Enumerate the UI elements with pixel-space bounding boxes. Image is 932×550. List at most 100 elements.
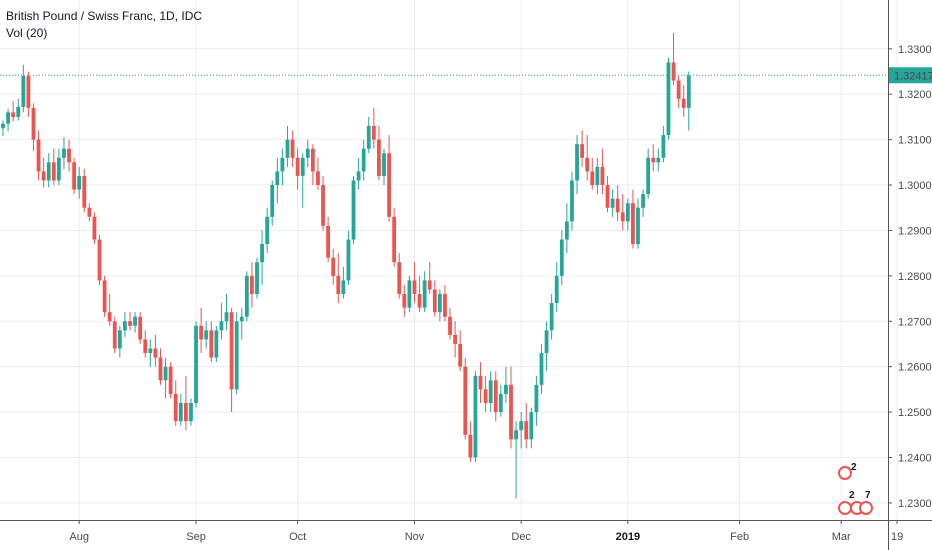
candle bbox=[280, 148, 285, 186]
candle bbox=[432, 280, 437, 317]
candle-body bbox=[392, 216, 397, 263]
event-badge-count: 2 bbox=[851, 462, 857, 473]
candle-body bbox=[432, 289, 437, 313]
candle bbox=[153, 334, 158, 367]
candle-body bbox=[46, 162, 51, 181]
candle-body bbox=[382, 153, 386, 176]
candle bbox=[265, 207, 270, 254]
candle bbox=[377, 125, 381, 181]
event-badge-icon[interactable] bbox=[838, 501, 852, 515]
candle-body bbox=[331, 257, 336, 276]
candle-body bbox=[422, 280, 427, 308]
candle-body bbox=[544, 330, 549, 354]
candle bbox=[382, 148, 386, 186]
candle bbox=[651, 144, 656, 172]
price-tick-label: 1.27000 bbox=[898, 316, 932, 328]
symbol-title[interactable]: British Pound / Swiss Franc, 1D, IDC bbox=[6, 9, 203, 23]
volume-indicator-label[interactable]: Vol (20) bbox=[6, 26, 48, 40]
candle bbox=[62, 137, 66, 170]
candle bbox=[686, 71, 691, 131]
candle-body bbox=[255, 262, 259, 295]
candle bbox=[275, 157, 280, 204]
event-badges[interactable]: 2 2 7 bbox=[838, 462, 873, 515]
candle bbox=[310, 144, 315, 186]
candle-body bbox=[310, 148, 315, 172]
candle bbox=[6, 108, 10, 132]
candle-body bbox=[143, 339, 148, 354]
candle bbox=[463, 357, 468, 440]
candle bbox=[341, 266, 346, 299]
candle bbox=[326, 216, 331, 263]
candle bbox=[46, 153, 51, 188]
candle bbox=[82, 169, 87, 213]
candle bbox=[407, 275, 412, 313]
candle bbox=[636, 198, 640, 249]
candle-body bbox=[275, 171, 280, 186]
candle-body bbox=[570, 180, 574, 222]
event-badge-icon[interactable] bbox=[859, 501, 873, 515]
candle bbox=[87, 203, 92, 222]
event-badge-icon[interactable] bbox=[838, 466, 852, 480]
candle bbox=[331, 248, 336, 285]
time-tick-label: Feb bbox=[730, 531, 749, 543]
candle-body bbox=[478, 375, 483, 390]
candle bbox=[158, 348, 163, 385]
candle bbox=[97, 234, 102, 285]
candle bbox=[107, 294, 112, 326]
candle bbox=[448, 307, 452, 340]
candle bbox=[371, 107, 376, 149]
candle bbox=[620, 194, 625, 231]
candle bbox=[458, 330, 463, 372]
candle bbox=[478, 362, 483, 404]
time-tick-label: Oct bbox=[289, 531, 306, 543]
candle-body bbox=[671, 62, 676, 81]
candle-body bbox=[427, 280, 432, 290]
candle bbox=[295, 148, 300, 190]
candle-body bbox=[183, 403, 188, 422]
candle-body bbox=[346, 239, 351, 281]
candle-body bbox=[67, 148, 71, 163]
last-price-value: 1.32417 bbox=[894, 70, 932, 82]
candle-body bbox=[646, 157, 651, 195]
candle bbox=[56, 148, 61, 186]
time-tick-label: Mar bbox=[832, 531, 851, 543]
candle-body bbox=[488, 380, 493, 404]
price-tick-label: 1.32000 bbox=[898, 89, 932, 101]
candle bbox=[544, 321, 549, 372]
candle-body bbox=[539, 353, 544, 385]
candle-body bbox=[341, 280, 346, 295]
candle bbox=[351, 175, 356, 245]
candle-body bbox=[615, 198, 620, 213]
candle bbox=[641, 189, 645, 217]
event-badge-count: 7 bbox=[865, 490, 871, 501]
candle-body bbox=[514, 430, 518, 440]
candle-body bbox=[6, 112, 10, 124]
candle bbox=[524, 403, 529, 449]
candle bbox=[666, 57, 671, 140]
candle bbox=[361, 139, 366, 181]
candle bbox=[443, 284, 447, 322]
candle-body bbox=[250, 275, 254, 295]
candle-body bbox=[351, 180, 356, 240]
candle bbox=[504, 366, 508, 404]
chart-legend[interactable]: British Pound / Swiss Franc, 1D, IDC Vol… bbox=[6, 8, 202, 42]
candle-body bbox=[468, 434, 473, 458]
time-axis-labels[interactable]: Aug Sep Oct Nov Dec 2019 Feb Mar 19 bbox=[69, 520, 903, 543]
price-axis-labels[interactable]: 1.33000 1.32000 1.31000 1.30000 1.29000 1.280… bbox=[888, 44, 932, 510]
candle-body bbox=[402, 294, 407, 308]
candle-body bbox=[92, 216, 97, 240]
candle-body bbox=[204, 330, 209, 340]
candle bbox=[595, 157, 600, 195]
candle-body bbox=[519, 421, 524, 431]
price-tick-label: 1.30000 bbox=[898, 180, 932, 192]
candle-body bbox=[194, 325, 198, 404]
candle bbox=[21, 64, 26, 113]
candle-body bbox=[412, 280, 417, 295]
candle-body bbox=[214, 330, 219, 358]
candle bbox=[493, 371, 498, 422]
candle-body bbox=[417, 294, 422, 308]
candle bbox=[255, 257, 259, 299]
